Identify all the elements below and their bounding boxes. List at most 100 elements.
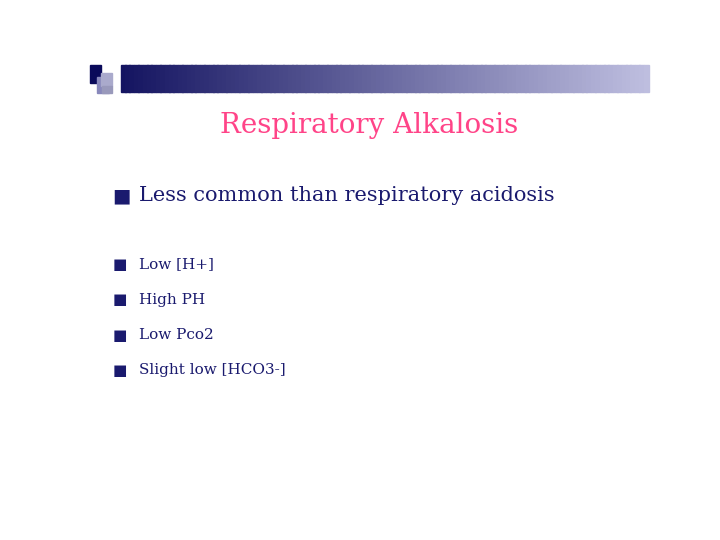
Bar — [529, 65, 534, 92]
Bar — [226, 65, 231, 92]
Bar — [283, 65, 288, 92]
Bar — [213, 65, 218, 92]
Bar — [512, 65, 517, 92]
Bar — [552, 65, 557, 92]
Bar — [274, 65, 279, 92]
Bar — [310, 65, 315, 92]
Bar — [261, 65, 266, 92]
Bar — [96, 77, 109, 93]
Bar — [389, 65, 394, 92]
Bar — [635, 65, 640, 92]
Bar — [587, 65, 591, 92]
Bar — [617, 65, 622, 92]
Bar — [516, 65, 521, 92]
Bar — [301, 65, 306, 92]
Bar — [454, 65, 459, 92]
Bar — [195, 65, 200, 92]
Bar — [186, 65, 192, 92]
Bar — [204, 65, 209, 92]
Bar — [494, 65, 499, 92]
Bar — [621, 65, 626, 92]
Bar — [253, 65, 258, 92]
Text: Slight low [HCO3-]: Slight low [HCO3-] — [139, 363, 286, 377]
Bar — [230, 65, 235, 92]
Bar — [327, 65, 332, 92]
Bar — [191, 65, 196, 92]
Bar — [410, 65, 415, 92]
Bar — [178, 65, 183, 92]
Bar — [354, 65, 359, 92]
Bar — [521, 65, 526, 92]
Bar — [235, 65, 240, 92]
Bar — [420, 65, 425, 92]
Bar — [441, 65, 446, 92]
Bar — [560, 65, 565, 92]
Bar — [161, 65, 165, 92]
Bar — [613, 65, 618, 92]
Bar — [199, 65, 204, 92]
Bar — [534, 65, 539, 92]
Text: Low Pco2: Low Pco2 — [139, 328, 214, 342]
Bar — [244, 65, 248, 92]
Bar — [239, 65, 244, 92]
Text: High PH: High PH — [139, 293, 205, 307]
Bar — [349, 65, 354, 92]
Bar — [406, 65, 411, 92]
Bar — [222, 65, 227, 92]
Bar — [556, 65, 561, 92]
Bar — [90, 65, 101, 83]
Text: Respiratory Alkalosis: Respiratory Alkalosis — [220, 112, 518, 139]
Bar — [209, 65, 214, 92]
Bar — [393, 65, 398, 92]
Bar — [384, 65, 390, 92]
Bar — [538, 65, 543, 92]
Bar — [415, 65, 420, 92]
Bar — [459, 65, 464, 92]
Bar — [472, 65, 477, 92]
Bar — [257, 65, 262, 92]
Bar — [292, 65, 297, 92]
Bar — [639, 65, 644, 92]
Bar — [376, 65, 380, 92]
Bar — [508, 65, 513, 92]
Bar — [631, 65, 635, 92]
Bar — [134, 65, 139, 92]
Bar — [174, 65, 179, 92]
Bar — [481, 65, 486, 92]
Bar — [270, 65, 275, 92]
Bar — [600, 65, 605, 92]
Bar — [428, 65, 433, 92]
Bar — [464, 65, 469, 92]
Bar — [380, 65, 385, 92]
Bar — [485, 65, 490, 92]
Bar — [305, 65, 310, 92]
Bar — [608, 65, 613, 92]
Bar — [446, 65, 451, 92]
Bar — [182, 65, 187, 92]
Bar — [362, 65, 367, 92]
Bar — [266, 65, 271, 92]
Bar — [130, 65, 135, 92]
Bar — [503, 65, 508, 92]
Bar — [156, 65, 161, 92]
Bar — [498, 65, 503, 92]
Bar — [217, 65, 222, 92]
Bar — [573, 65, 578, 92]
Bar — [101, 73, 112, 85]
Bar — [372, 65, 376, 92]
Bar — [165, 65, 170, 92]
Bar — [279, 65, 284, 92]
Bar — [591, 65, 596, 92]
Bar — [125, 65, 130, 92]
Bar — [450, 65, 455, 92]
Bar — [297, 65, 302, 92]
Bar — [147, 65, 152, 92]
Bar — [582, 65, 587, 92]
Bar — [314, 65, 319, 92]
Bar — [151, 65, 156, 92]
Bar — [102, 85, 112, 93]
Bar — [323, 65, 328, 92]
Text: ■: ■ — [112, 257, 127, 272]
Bar — [577, 65, 582, 92]
Bar — [288, 65, 292, 92]
